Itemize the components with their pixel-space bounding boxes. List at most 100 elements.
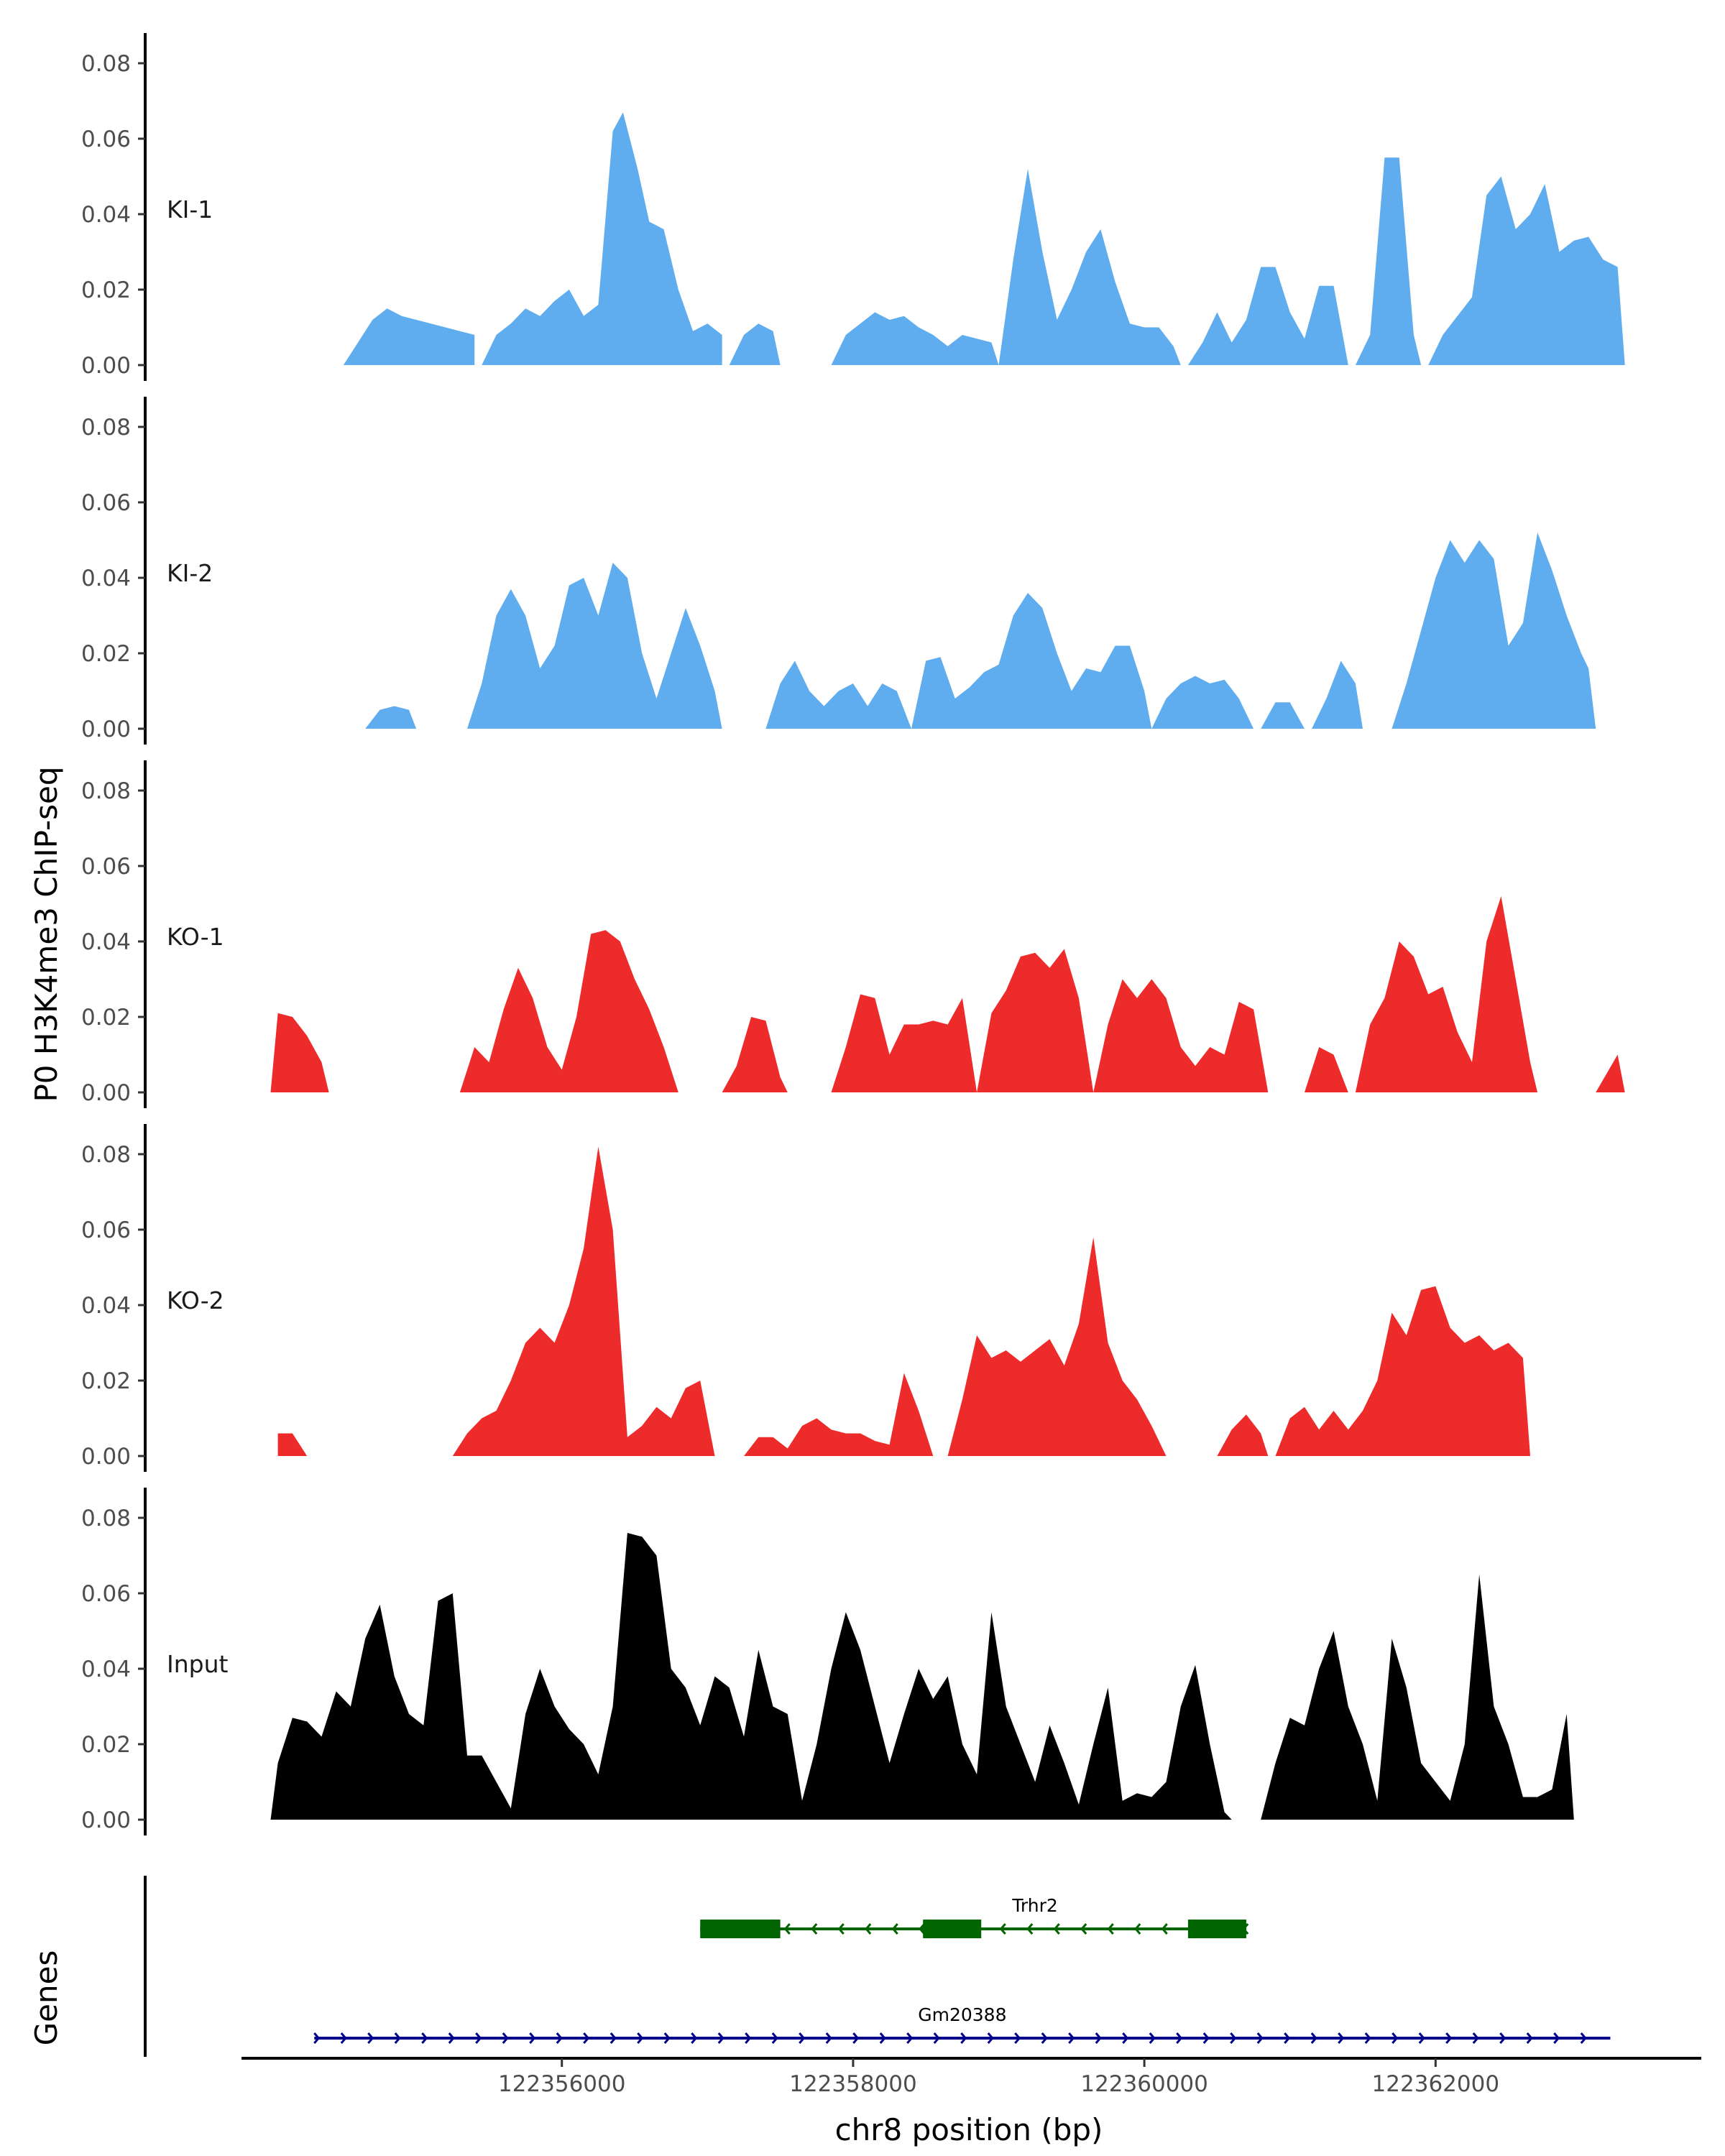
strand-arrow [799,2032,806,2044]
strand-arrow [1526,2032,1533,2044]
strand-arrow [1149,2032,1156,2044]
y-tick-label: 0.08 [81,415,131,441]
gene-trhr2: Trhr2 [700,1895,1249,1938]
strand-arrow [1310,2032,1317,2044]
y-tick-label: 0.08 [81,51,131,77]
coverage-area [765,660,911,729]
coverage-area [1187,267,1348,365]
y-tick-label: 0.08 [81,778,131,804]
coverage-area [343,308,475,365]
track-ki-2: 0.00 0.02 0.04 0.06 0.08 KI-2 [81,397,1596,745]
coverage-area [744,1373,934,1456]
coverage-area [998,169,1181,365]
y-tick-label: 0.02 [81,1732,131,1758]
strand-arrow [1068,2032,1075,2044]
y-tick-label: 0.06 [81,1581,131,1607]
strand-arrow [1230,2032,1237,2044]
track-ko-2: 0.00 0.02 0.04 0.06 0.08 KO-2 [81,1124,1530,1472]
coverage-area [1151,676,1254,729]
strand-arrow [421,2032,428,2044]
exon-block [1187,1920,1246,1938]
exon-block [700,1920,781,1938]
coverage-area [1355,157,1422,366]
coverage-area [911,593,1152,729]
track-label: Input [167,1650,229,1678]
strand-arrow [891,1923,898,1935]
strand-arrow [1580,2032,1587,2044]
coverage-area [270,1533,1232,1820]
gene-label: Gm20388 [918,2004,1006,2025]
strand-arrow [1392,2032,1399,2044]
coverage-area [1093,979,1269,1092]
coverage-area [1261,702,1305,729]
strand-arrow [637,2032,644,2044]
y-tick-label: 0.08 [81,1506,131,1531]
strand-arrow [583,2032,590,2044]
genes-panel: Trhr2 Gm20388 [144,1876,1611,2057]
strand-arrow [987,2032,994,2044]
coverage-area [1392,533,1596,729]
y-tick-label: 0.02 [81,277,131,303]
coverage-area [722,1017,788,1092]
exon-block [923,1920,982,1938]
y-tick-label: 0.00 [81,1080,131,1106]
coverage-area [467,563,722,729]
coverage-area [977,949,1094,1092]
tracks: 0.00 0.02 0.04 0.06 0.08 KI-1 0.00 0.02 0.04 0.06… [81,33,1625,1835]
y-tick-label: 0.00 [81,717,131,742]
y-tick-label: 0.06 [81,854,131,880]
strand-arrow [1176,2032,1183,2044]
track-label: KI-1 [167,195,213,224]
y-tick-label: 0.00 [81,353,131,379]
track-label: KI-2 [167,559,213,587]
strand-arrow [1284,2032,1291,2044]
strand-arrow [663,2032,671,2044]
strand-arrow [1202,2032,1210,2044]
y-tick-label: 0.04 [81,929,131,955]
x-tick-label: 122362000 [1372,2071,1500,2097]
strand-arrow [529,2032,536,2044]
y-tick-label: 0.00 [81,1444,131,1470]
coverage-area [1312,660,1363,729]
coverage-area [1355,896,1538,1092]
strand-arrow [865,1923,872,1935]
strand-arrow [1134,1923,1141,1935]
y-tick-label: 0.00 [81,1807,131,1833]
strand-arrow [340,2032,347,2044]
coverage-area [482,112,722,366]
strand-arrow [313,2032,321,2044]
track-ko-1: 0.00 0.02 0.04 0.06 0.08 KO-1 [81,760,1625,1108]
coverage-area [459,930,678,1092]
coverage-area [270,1013,329,1092]
strand-arrow [1499,2032,1506,2044]
strand-arrow [691,2032,698,2044]
strand-arrow [475,2032,482,2044]
coverage-area [831,994,978,1092]
x-axis: 122356000 122358000 122360000 122362000 [242,2057,1701,2097]
y-tick-label: 0.08 [81,1142,131,1168]
y-axis-title: P0 H3K4me3 ChIP-seq [29,766,64,1102]
gene-gm20388: Gm20388 [313,2004,1611,2044]
strand-arrow [610,2032,617,2044]
coverage-area [1275,1286,1530,1456]
x-axis-title: chr8 position (bp) [835,2112,1103,2147]
strand-arrow [879,2032,886,2044]
strand-arrow [960,2032,967,2044]
coverage-area [729,323,781,365]
strand-arrow [1095,2032,1102,2044]
y-tick-label: 0.02 [81,1368,131,1394]
x-tick-label: 122358000 [789,2071,917,2097]
coverage-area [277,1433,308,1456]
strand-arrow [811,1923,818,1935]
strand-arrow [502,2032,509,2044]
coverage-area [1596,1054,1625,1092]
track-ki-1: 0.00 0.02 0.04 0.06 0.08 KI-1 [81,33,1625,381]
y-tick-label: 0.04 [81,202,131,228]
coverage-area [831,312,999,365]
strand-arrow [556,2032,563,2044]
coverage-area [452,1146,715,1456]
genes-axis-title: Genes [29,1950,64,2046]
coverage-area [1305,1047,1348,1092]
y-tick-label: 0.06 [81,1217,131,1243]
